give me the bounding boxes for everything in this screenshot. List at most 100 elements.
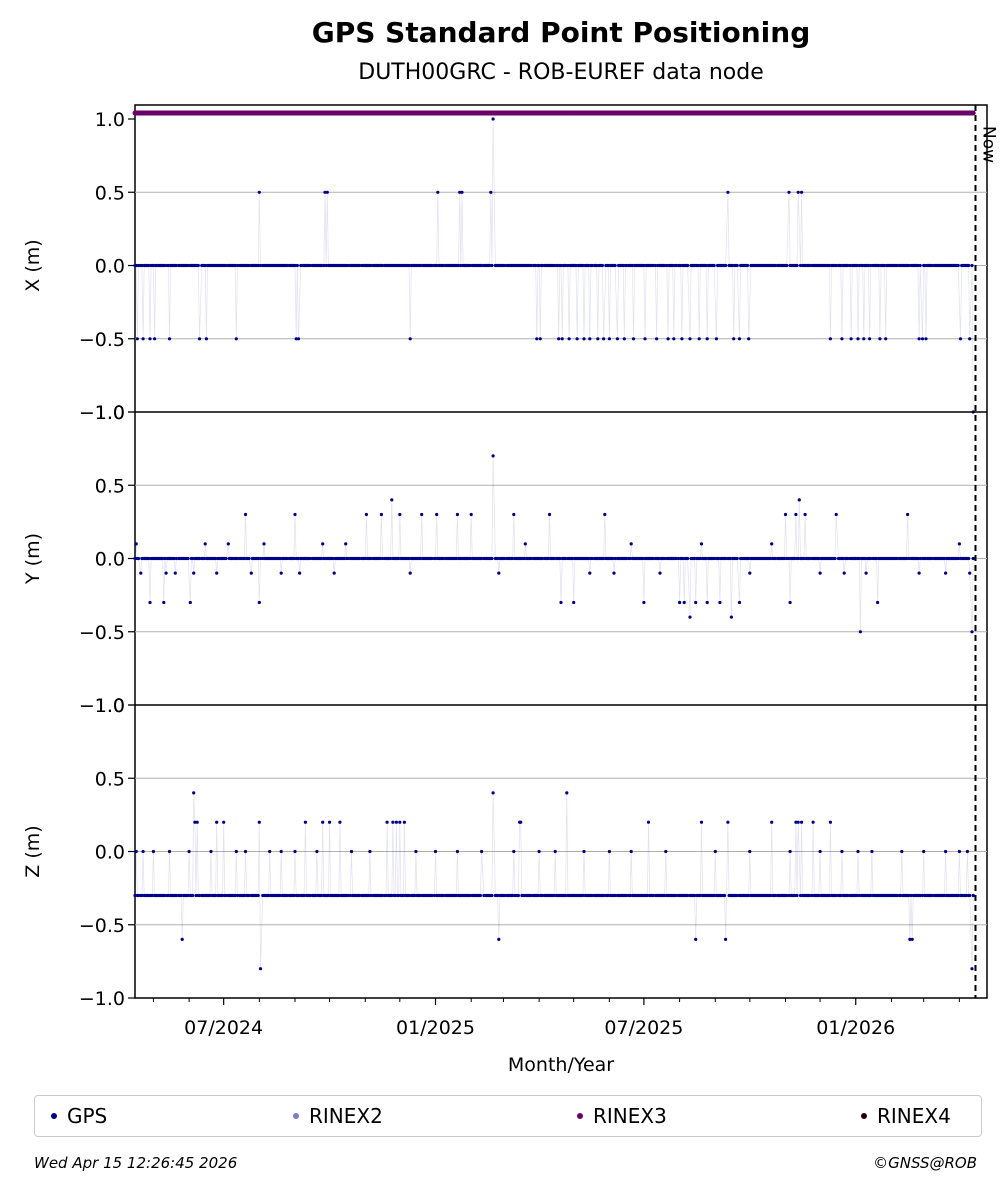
- data-point: [864, 571, 868, 575]
- data-point: [874, 556, 879, 561]
- data-point: [296, 337, 301, 341]
- data-point: [390, 893, 394, 898]
- data-point: [380, 893, 385, 898]
- data-point: [607, 337, 612, 341]
- data-point: [490, 556, 494, 561]
- data-point: [768, 893, 773, 898]
- series-line: [134, 792, 974, 969]
- data-point: [293, 263, 297, 268]
- data-point: [503, 263, 507, 268]
- data-point: [519, 820, 523, 824]
- data-point: [808, 893, 812, 898]
- data-point: [537, 849, 541, 854]
- data-point: [430, 556, 434, 561]
- legend-item-gps: GPS: [51, 1096, 107, 1136]
- data-point: [699, 542, 704, 546]
- data-point: [547, 512, 552, 517]
- data-point: [857, 893, 861, 898]
- data-point: [458, 190, 462, 194]
- data-point: [681, 556, 685, 561]
- data-point: [279, 571, 283, 575]
- data-point: [529, 556, 533, 561]
- data-point: [167, 337, 172, 341]
- data-point: [191, 893, 195, 898]
- data-point: [643, 337, 647, 341]
- data-point: [967, 263, 971, 268]
- data-point: [497, 571, 501, 575]
- data-point: [234, 849, 238, 854]
- data-point: [296, 556, 301, 561]
- data-point: [401, 893, 405, 898]
- data-point: [621, 263, 625, 268]
- now-label: Now: [978, 126, 998, 163]
- data-point: [607, 849, 612, 854]
- data-point: [326, 893, 330, 898]
- data-point: [712, 556, 716, 561]
- data-point: [234, 337, 238, 341]
- data-point: [803, 512, 807, 517]
- data-point: [857, 556, 861, 561]
- data-point: [840, 337, 844, 341]
- data-point: [796, 556, 800, 561]
- data-point: [645, 893, 650, 898]
- data-point: [325, 190, 329, 194]
- data-point: [737, 600, 742, 605]
- data-point: [529, 893, 533, 898]
- data-point: [908, 937, 912, 942]
- data-point: [258, 263, 263, 268]
- data-point: [222, 820, 226, 824]
- data-point: [798, 893, 803, 898]
- data-point: [846, 556, 850, 561]
- data-point: [590, 556, 594, 561]
- data-point: [698, 893, 702, 898]
- data-point: [278, 893, 282, 898]
- data-point: [651, 893, 655, 898]
- data-point: [968, 571, 972, 575]
- data-point: [432, 893, 436, 898]
- data-point: [842, 571, 846, 575]
- data-point: [363, 556, 367, 561]
- data-point: [565, 791, 569, 795]
- data-point: [418, 556, 423, 561]
- data-point: [688, 615, 692, 619]
- data-point: [846, 263, 850, 268]
- data-point: [964, 893, 968, 898]
- y-tick-label: −0.5: [79, 915, 125, 937]
- data-point: [391, 820, 395, 824]
- data-point: [224, 263, 228, 268]
- data-point: [773, 893, 777, 898]
- data-point: [862, 337, 866, 341]
- data-point: [558, 556, 562, 561]
- data-point: [249, 571, 253, 575]
- data-point: [655, 337, 659, 341]
- data-point: [407, 893, 411, 898]
- chart-subtitle: DUTH00GRC - ROB-EUREF data node: [358, 60, 764, 85]
- data-point: [455, 512, 459, 517]
- data-point: [488, 263, 492, 268]
- data-point: [357, 263, 362, 268]
- data-point: [570, 556, 575, 561]
- data-point: [243, 512, 248, 517]
- data-point: [828, 820, 833, 824]
- data-point: [214, 893, 218, 898]
- data-point: [833, 556, 837, 561]
- data-point: [641, 556, 645, 561]
- y-tick-label: 1.0: [95, 402, 125, 424]
- data-point: [834, 263, 838, 268]
- data-point: [567, 337, 571, 341]
- data-point: [553, 849, 557, 854]
- data-point: [491, 791, 495, 795]
- data-point: [496, 893, 500, 898]
- data-point: [671, 263, 675, 268]
- data-point: [442, 556, 446, 561]
- data-point: [209, 849, 213, 854]
- data-point: [680, 337, 684, 341]
- data-point: [866, 263, 871, 268]
- y-tick-label: −0.5: [79, 622, 125, 644]
- data-point: [686, 556, 690, 561]
- data-point: [713, 849, 717, 854]
- data-point: [665, 263, 669, 268]
- data-point: [187, 849, 191, 854]
- data-point: [357, 556, 362, 561]
- data-point: [564, 556, 568, 561]
